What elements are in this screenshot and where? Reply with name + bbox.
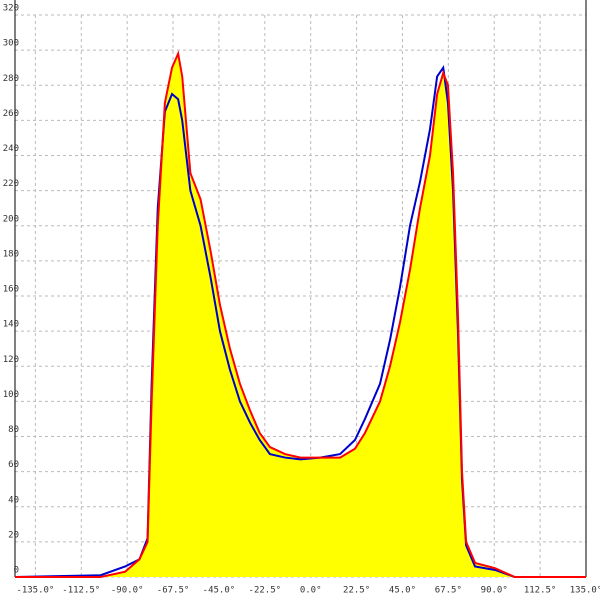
x-tick-label: 112.5°: [524, 586, 557, 596]
x-tick-label: 67.5°: [435, 586, 462, 596]
x-tick-label: 22.5°: [343, 586, 370, 596]
x-tick-label: 0.0°: [300, 586, 322, 596]
x-tick-label: -67.5°: [157, 586, 190, 596]
x-tick-label: -90.0°: [111, 586, 144, 596]
x-tick-label: 45.0°: [389, 586, 416, 596]
y-tick-label: 60: [8, 460, 19, 470]
y-tick-label: 220: [3, 179, 19, 189]
y-tick-label: 160: [3, 285, 19, 295]
y-tick-label: 240: [3, 144, 19, 154]
y-tick-label: 0: [14, 566, 19, 576]
x-tick-label: -45.0°: [203, 586, 236, 596]
x-tick-label: -135.0°: [16, 586, 54, 596]
line: [15, 50, 586, 578]
x-tick-label: -22.5°: [249, 586, 282, 596]
y-tick-label: 300: [3, 39, 19, 49]
y-tick-label: 140: [3, 320, 19, 330]
y-tick-label: 280: [3, 74, 19, 84]
y-tick-label: 20: [8, 530, 19, 540]
x-tick-label: 135.0°: [570, 586, 600, 596]
y-tick-label: 80: [8, 425, 19, 435]
x-tick-label: 90.0°: [481, 586, 508, 596]
y-tick-label: 260: [3, 109, 19, 119]
y-tick-label: 40: [8, 495, 19, 505]
x-tick-label: -112.5°: [62, 586, 100, 596]
y-tick-label: 120: [3, 355, 19, 365]
y-tick-label: 200: [3, 214, 19, 224]
y-tick-label: 320: [3, 4, 19, 14]
y-tick-label: 180: [3, 249, 19, 259]
area: [15, 53, 586, 577]
y-tick-label: 100: [3, 390, 19, 400]
